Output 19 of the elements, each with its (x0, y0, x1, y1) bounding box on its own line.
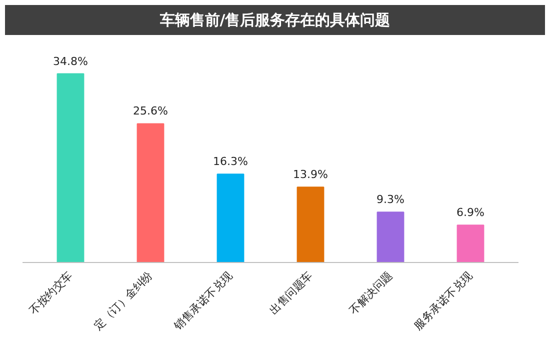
data-label: 34.8% (53, 54, 88, 68)
bar (136, 123, 164, 262)
data-label: 16.3% (213, 155, 248, 168)
bar (456, 224, 484, 262)
bar (56, 73, 84, 262)
bar (376, 212, 404, 262)
x-tick-label: 出售问题车 (267, 268, 316, 317)
data-label: 9.3% (376, 193, 404, 206)
x-tick-label: 定（订）金纠纷 (91, 268, 156, 333)
chart-title: 车辆售前/售后服务存在的具体问题 (160, 10, 390, 31)
x-tick-label: 服务承诺不兑现 (411, 268, 476, 333)
data-label: 25.6% (133, 104, 168, 118)
x-tick-label: 不解决问题 (347, 268, 396, 317)
bar (296, 186, 324, 262)
data-label: 13.9% (293, 168, 328, 182)
bar (216, 174, 244, 262)
x-tick-label: 不按约交车 (27, 268, 76, 317)
data-label: 6.9% (456, 206, 484, 220)
x-tick-label: 销售承诺不兑现 (170, 268, 236, 334)
